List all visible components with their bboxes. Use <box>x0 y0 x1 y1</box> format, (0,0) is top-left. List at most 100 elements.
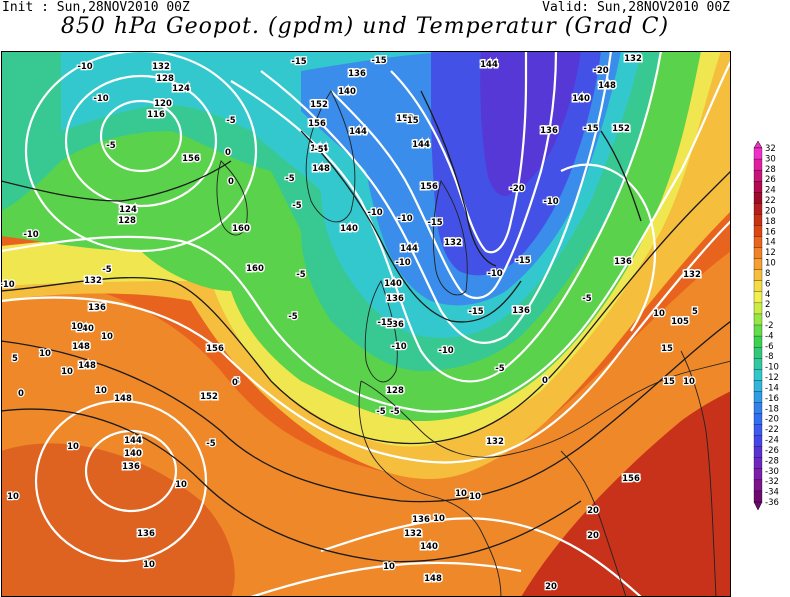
legend-tick-label: 24 <box>765 186 776 196</box>
legend-color-swatch <box>753 225 763 237</box>
temperature-isotherm-label: -5 <box>296 270 306 280</box>
legend-color-swatch <box>753 181 763 193</box>
temperature-isotherm-label: -15 <box>371 56 386 66</box>
legend-color-swatch <box>753 468 763 481</box>
legend-tick-label: 0 <box>765 311 770 321</box>
geopotential-contour-label: 160 <box>232 224 250 234</box>
legend-color-swatch <box>753 335 763 348</box>
temperature-isotherm-label: 10 <box>433 514 445 524</box>
geopotential-contour-label: 152 <box>310 100 328 110</box>
temperature-isotherm-label: 10 <box>67 442 79 452</box>
temperature-isotherm-label: -5 <box>314 145 324 155</box>
legend-tick-label: 10 <box>765 259 776 269</box>
legend-color-swatch <box>753 424 763 437</box>
geopotential-contour-label: 140 <box>384 279 402 289</box>
geopotential-contour-label: 105 <box>671 317 689 327</box>
legend-arrow-top <box>753 140 763 149</box>
legend-color-swatch <box>753 324 763 337</box>
temperature-isotherm-label: 10 <box>7 492 19 502</box>
legend-color-swatch <box>753 391 763 403</box>
temperature-isotherm-label: -5 <box>376 407 386 417</box>
temperature-isotherm-label: -10 <box>397 214 412 224</box>
temperature-isotherm-label: 15 <box>663 377 675 387</box>
temperature-isotherm-label: 10 <box>143 560 155 570</box>
geopotential-contours <box>1 51 731 597</box>
temperature-color-legend: 32302826242220181614121086420-2-4-6-8-10… <box>753 140 779 511</box>
temperature-isotherm-label: -10 <box>438 346 453 356</box>
chart-title: 850 hPa Geopot. (gpdm) und Temperatur (G… <box>60 14 670 39</box>
legend-color-swatch <box>753 203 763 215</box>
temperature-isotherm-label: -15 <box>468 307 483 317</box>
geopotential-contour-label: 132 <box>444 238 462 248</box>
legend-arrow-bottom <box>753 501 763 511</box>
temperature-isotherm-label: 10 <box>95 386 107 396</box>
legend-tick-label: -12 <box>765 373 779 383</box>
temperature-isotherm-label: -10 <box>23 230 38 240</box>
temperature-isotherm-label: 5 <box>692 307 698 317</box>
geopotential-contour-label: 156 <box>622 474 640 484</box>
legend-color-swatch <box>753 402 763 414</box>
legend-color-swatch <box>753 358 763 370</box>
geopotential-contour-label: 132 <box>486 437 504 447</box>
geopotential-contour-label: 148 <box>78 361 96 371</box>
temperature-isotherm-label: -10 <box>487 269 502 279</box>
legend-color-swatch <box>753 302 763 315</box>
geopotential-contour-label: 136 <box>540 126 558 136</box>
temperature-isotherm-label: 10 <box>101 332 113 342</box>
legend-tick-label: -18 <box>765 404 779 414</box>
legend-tick-label: -2 <box>765 321 773 331</box>
geopotential-contour-label: 148 <box>72 342 90 352</box>
temperature-isotherm-label: -5 <box>285 174 295 184</box>
temperature-isotherm-label: -15 <box>403 116 418 126</box>
geopotential-contour-label: 156 <box>308 119 326 129</box>
geopotential-contour-label: 132 <box>152 62 170 72</box>
legend-color-swatch <box>753 457 763 470</box>
temperature-isotherm-label: -10 <box>93 94 108 104</box>
legend-color-swatch <box>753 247 763 260</box>
temperature-isotherm-label: -5 <box>226 116 236 126</box>
temperature-isotherm-label: -10 <box>543 197 558 207</box>
temperature-isotherm-label: -15 <box>291 57 306 67</box>
temperature-isotherm-label: -5 <box>102 265 112 275</box>
legend-color-swatch <box>753 236 763 249</box>
legend-color-swatch <box>753 269 763 282</box>
legend-tick-label: -24 <box>765 436 779 446</box>
geopotential-contour-label: 148 <box>114 394 132 404</box>
geopotential-contour-label: 140 <box>340 224 358 234</box>
legend-tick-label: -36 <box>765 498 779 508</box>
temperature-isotherm-label: -5 <box>288 312 298 322</box>
legend-tick-label: -16 <box>765 394 779 404</box>
temperature-isotherm-label: -10 <box>1 280 15 290</box>
temperature-isotherm-label: 10 <box>61 367 73 377</box>
geopotential-contour-label: 116 <box>147 110 165 120</box>
legend-color-swatch <box>753 158 763 171</box>
geopotential-contour-label: 140 <box>420 542 438 552</box>
geopotential-contour-label: 148 <box>424 574 442 584</box>
temperature-isotherm-label: 10 <box>383 562 395 572</box>
geopotential-contour-label: 136 <box>512 306 530 316</box>
legend-tick-label: 28 <box>765 165 776 175</box>
temperature-isotherm-label: -5 <box>106 141 116 151</box>
temperature-isotherm-label: 5 <box>234 377 240 387</box>
temperature-isotherm-label: -5 <box>582 294 592 304</box>
temperature-isotherm-label: -15 <box>377 318 392 328</box>
legend-color-swatch <box>753 313 763 326</box>
coastlines <box>216 90 731 597</box>
geopotential-contour-label: 136 <box>122 462 140 472</box>
legend-tick-label: -20 <box>765 415 779 425</box>
geopotential-contour-label: 132 <box>624 54 642 64</box>
geopotential-contour-label: 136 <box>412 515 430 525</box>
geopotential-contour-label: 152 <box>200 392 218 402</box>
legend-tick-label: 22 <box>765 196 776 206</box>
temperature-isotherm-label: -10 <box>395 258 410 268</box>
legend-tick-label: -14 <box>765 383 779 393</box>
temperature-isotherm-label: 10 <box>653 309 665 319</box>
legend-tick-label: 4 <box>765 290 770 300</box>
geopotential-contour-label: 156 <box>182 154 200 164</box>
legend-color-swatch <box>753 169 763 182</box>
geopotential-contour-label: 120 <box>154 99 172 109</box>
legend-tick-label: 30 <box>765 154 776 164</box>
geopotential-contour-label: 144 <box>310 144 328 154</box>
legend-color-swatch <box>753 413 763 426</box>
geopotential-contour-label: 148 <box>598 81 616 91</box>
